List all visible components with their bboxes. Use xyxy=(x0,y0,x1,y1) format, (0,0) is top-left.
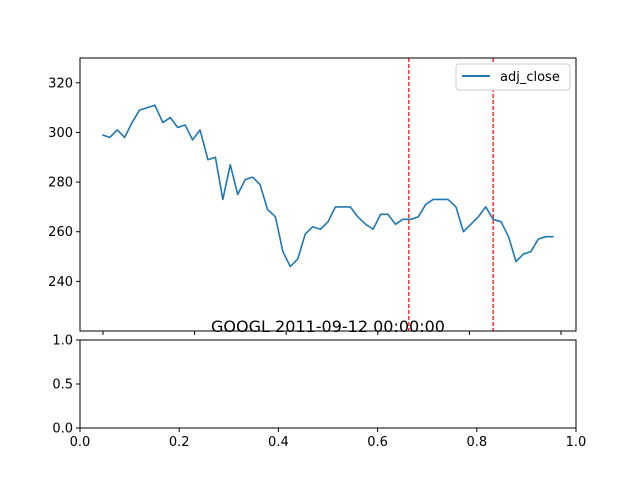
y-tick-label: 280 xyxy=(48,176,73,191)
y-tick-label: 320 xyxy=(48,76,73,91)
x-tick-label: 0.2 xyxy=(169,435,190,450)
x-tick-label: 0.4 xyxy=(268,435,289,450)
y-tick-label: 300 xyxy=(48,126,73,141)
x-tick-label: 0.6 xyxy=(367,435,388,450)
price-chart-border xyxy=(79,57,577,332)
y-tick-label: 240 xyxy=(48,275,73,290)
x-tick-label: 0.0 xyxy=(70,435,91,450)
y-tick-label: 0.5 xyxy=(52,378,73,393)
legend-label-adj-close: adj_close xyxy=(500,70,560,85)
empty-chart-frame xyxy=(79,339,577,429)
empty-chart: 0.0 0.5 1.0 0.0 0.2 0.4 0.6 0.8 1.0 xyxy=(52,334,586,451)
bottom-chart-title: GOOGL 2011-09-12 00:00:00 xyxy=(211,317,445,336)
legend: adj_close xyxy=(455,63,571,91)
y-tick-label: 260 xyxy=(48,225,73,240)
price-chart: 240 260 280 300 320 adj_close xyxy=(48,57,577,335)
x-tick-label: 0.8 xyxy=(466,435,487,450)
y-tick-label: 1.0 xyxy=(52,334,73,349)
x-tick-label: 1.0 xyxy=(566,435,587,450)
legend-box xyxy=(455,63,571,91)
y-tick-label: 0.0 xyxy=(52,422,73,437)
price-chart-frame xyxy=(80,58,576,331)
